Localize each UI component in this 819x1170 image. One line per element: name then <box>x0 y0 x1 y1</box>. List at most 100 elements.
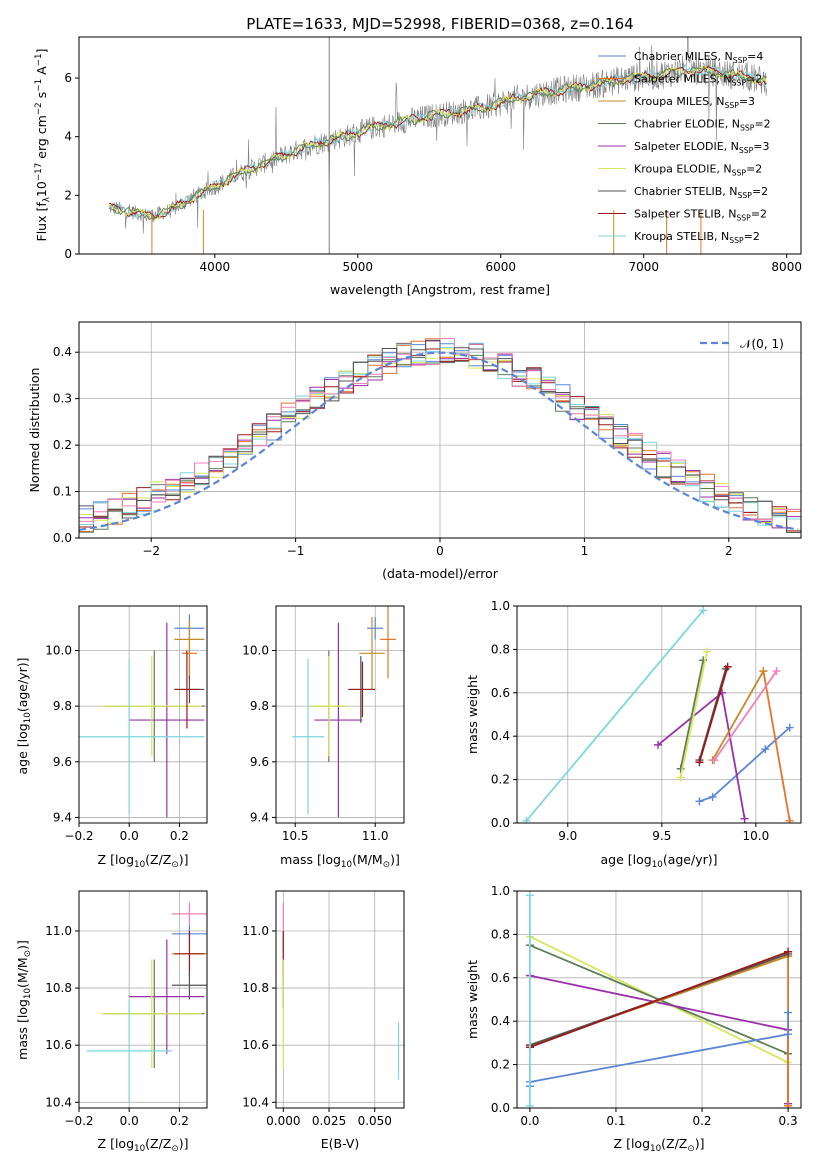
residuals-panel: −2 −1 0 1 2 0.0 0.1 0.2 0.3 0.4 𝒩(0, 1) (data-model… <box>27 321 802 581</box>
y-tick-label: 1.0 <box>491 884 510 898</box>
series-marker <box>710 756 719 765</box>
age-vs-metallicity-panel: −0.2 0.0 0.29.49.69.810.0Z [log10(Z/Z⊙)]ag… <box>15 605 208 870</box>
x-axis-label: Z [log10(Z/Z⊙)] <box>614 1136 705 1154</box>
axes-frame: −2 −1 0 1 2 0.0 0.1 0.2 0.3 0.4 <box>53 321 802 558</box>
x-tick-label: 0.050 <box>358 1114 392 1128</box>
y-tick-label: 2 <box>64 188 72 202</box>
series-line <box>698 666 729 763</box>
normal-curve-line <box>79 351 799 531</box>
data-point-chabrier-stelib <box>171 970 207 1000</box>
x-tick-label: 4000 <box>200 260 231 274</box>
series-salpeter-miles <box>525 952 793 1108</box>
y-tick-label: 0.0 <box>491 1101 510 1115</box>
label-part: =2 <box>746 163 762 176</box>
data-point-salpeter-stelib <box>174 930 205 977</box>
y-tick-label: 11.0 <box>242 924 269 938</box>
label-part: =3 <box>753 140 769 153</box>
y-tick-label: 1.0 <box>491 599 510 613</box>
series-marker <box>708 792 717 801</box>
series-marker <box>654 740 663 749</box>
x-tick-label: 10.0 <box>743 829 770 843</box>
label-part: SSP <box>738 191 753 200</box>
plot-area <box>292 606 396 818</box>
axis-frame <box>275 605 405 824</box>
y-tick-label: 10.6 <box>45 1038 72 1052</box>
label-part: ] <box>34 49 49 54</box>
y-tick-label: 0.8 <box>491 927 510 941</box>
model-spectrum-line <box>108 65 767 221</box>
series-line <box>679 660 705 769</box>
label-part: SSP <box>724 101 739 110</box>
label-part: ⊙ <box>687 1144 694 1154</box>
legend-entry: Kroupa STELIB, NSSP=2 <box>634 230 760 245</box>
series-marker <box>723 662 732 671</box>
series-marker <box>525 1101 534 1108</box>
data-point-kroupa-stelib <box>292 658 324 815</box>
x-axis-label: Z [log10(Z/Z⊙)] <box>98 852 189 870</box>
label-part: −2 <box>34 102 44 115</box>
series-marker <box>522 816 531 823</box>
series-hist_extra <box>710 667 781 765</box>
label-part: SSP <box>733 56 748 65</box>
series-line <box>699 726 791 803</box>
axes-frame: 0.0 0.1 0.2 0.3 0.0 0.2 0.4 0.6 0.8 1.0 <box>491 884 802 1128</box>
axes-frame: 0.000 0.025 0.050 10.4 10.6 10.8 11.0 <box>242 890 405 1128</box>
label-part: Salpeter STELIB, N <box>634 208 736 221</box>
y-tick-label: 9.6 <box>250 755 269 769</box>
label-part: ⊙ <box>23 950 33 957</box>
series-chabrier-miles <box>695 723 794 806</box>
plot-area <box>79 338 801 533</box>
data-point-kroupa-elodie <box>101 959 202 1069</box>
y-tick-label: 10.0 <box>45 644 72 658</box>
axis-frame <box>516 605 802 824</box>
x-axis-label: age [log10(age/yr)] <box>600 852 717 870</box>
series-marker <box>702 647 711 656</box>
y-tick-label: 10.8 <box>242 981 269 995</box>
plot-area <box>79 614 205 818</box>
label-part: (Z/Z <box>145 1136 171 1151</box>
label-part: Flux [f <box>34 202 49 242</box>
plot-area <box>525 891 793 1108</box>
series-line <box>529 950 789 1049</box>
label-part: −17 <box>34 163 44 181</box>
data-point-kroupa-stelib <box>79 658 205 815</box>
legend: 𝒩(0, 1) <box>700 337 784 351</box>
x-tick-label: 0.0 <box>120 1114 139 1128</box>
label-part: =2 <box>754 118 770 131</box>
data-point-kroupa-elodie <box>309 656 348 757</box>
series-chabrier-miles <box>525 1008 793 1091</box>
x-axis-label: Z [log10(Z/Z⊙)] <box>98 1136 189 1154</box>
data-point-kroupa-miles <box>174 619 205 659</box>
grid-lines <box>78 606 207 823</box>
label-part: Salpeter ELODIE, N <box>634 140 739 153</box>
label-part: SSP <box>739 146 754 155</box>
model-spectrum-line <box>108 65 768 221</box>
label-part: ⊙ <box>171 1144 178 1154</box>
label-part: =2 <box>751 208 767 221</box>
x-tick-label: 0.2 <box>170 1114 189 1128</box>
data-point-salpeter-miles <box>380 606 396 679</box>
grid-lines <box>276 891 404 1108</box>
data-point-kroupa-elodie <box>101 656 202 757</box>
y-tick-label: 0.6 <box>491 971 510 985</box>
label-part: erg cm <box>34 115 49 163</box>
series-marker <box>525 891 534 900</box>
series-line <box>762 670 791 821</box>
legend-entry: Kroupa ELODIE, NSSP=2 <box>634 163 762 178</box>
axes-frame: 4000 5000 6000 7000 8000 0 2 4 6 <box>64 36 802 274</box>
x-tick-label: −1 <box>287 544 305 558</box>
series-salpeter-elodie <box>654 688 749 823</box>
axes-frame: 10.5 11.0 9.4 9.6 9.8 10.0 <box>242 605 405 843</box>
label-part: A <box>34 66 49 79</box>
x-tick-label: 8000 <box>771 260 802 274</box>
series-marker <box>759 667 768 676</box>
y-tick-label: 9.8 <box>53 699 72 713</box>
y-tick-label: 0.6 <box>491 686 510 700</box>
grid-lines <box>517 605 801 824</box>
series-marker <box>772 667 781 676</box>
series-marker <box>676 773 685 782</box>
axes-frame: −0.2 0.0 0.2 9.4 9.6 9.8 10.0 <box>45 605 208 843</box>
series-salpeter-stelib <box>695 662 732 767</box>
label-part: 10 <box>23 988 33 999</box>
